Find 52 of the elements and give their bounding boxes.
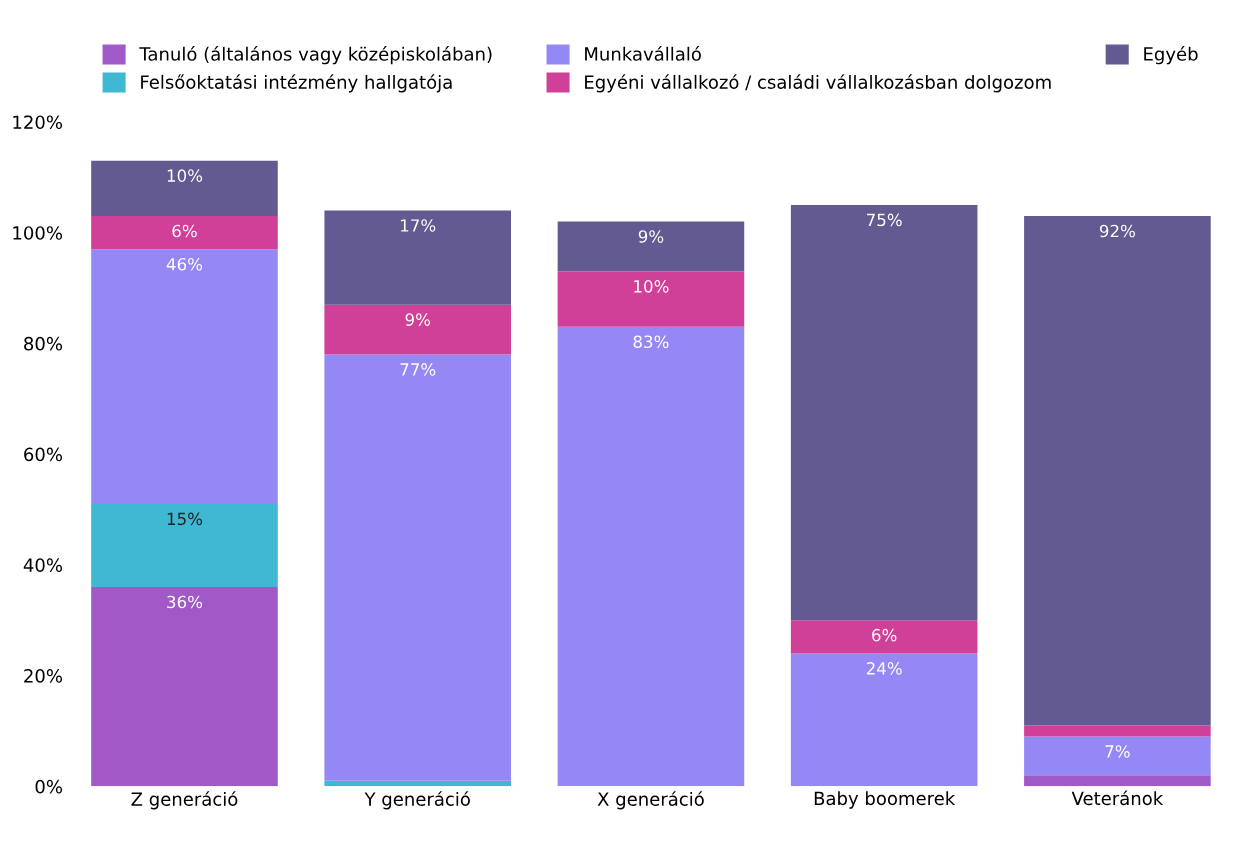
- legend-label: Egyéni vállalkozó / családi vállalkozásban dolgozom: [585, 74, 1051, 93]
- y-tick-label: 80%: [24, 336, 63, 351]
- y-tick-label: 0%: [35, 779, 63, 794]
- legend-label: Munkavállaló: [585, 46, 701, 61]
- data-label: 24%: [866, 662, 902, 675]
- data-label: 10%: [634, 280, 669, 293]
- data-label: 36%: [167, 595, 203, 609]
- data-label: 46%: [166, 257, 203, 271]
- data-label: 10%: [167, 169, 203, 182]
- bar: [1024, 775, 1211, 787]
- data-label: 7%: [1105, 745, 1130, 758]
- data-label: 6%: [172, 224, 197, 238]
- data-label: 92%: [1099, 224, 1135, 238]
- data-label: 9%: [405, 313, 431, 326]
- legend-label: Tanuló (általános vagy középiskolában): [139, 46, 492, 65]
- data-label: 6%: [872, 628, 897, 642]
- data-label: 17%: [401, 219, 436, 232]
- data-label: 83%: [633, 335, 669, 349]
- bar: [1024, 216, 1211, 726]
- bar: [557, 221, 745, 272]
- bar: [557, 326, 745, 787]
- bar: [91, 249, 278, 504]
- bar: [1024, 736, 1211, 776]
- x-tick-label: Baby boomerek: [814, 791, 956, 809]
- legend-label: Egyéb: [1144, 46, 1198, 65]
- bar: [91, 160, 278, 217]
- x-tick-label: Y generáció: [364, 791, 470, 810]
- data-label: 75%: [867, 213, 902, 227]
- y-tick-label: 120%: [13, 115, 63, 130]
- bar: [790, 653, 978, 787]
- bar: [324, 304, 511, 355]
- x-tick-label: Veteránok: [1071, 790, 1164, 806]
- data-label: 15%: [167, 512, 203, 526]
- x-tick-label: Z generáció: [131, 791, 238, 810]
- x-tick-label: X generáció: [597, 791, 704, 810]
- legend-label: Felsőoktatási intézmény hallgatója: [141, 74, 452, 93]
- bar: [91, 503, 278, 588]
- data-label: 77%: [400, 363, 436, 376]
- bar: [91, 216, 278, 250]
- bar: [1024, 725, 1211, 737]
- bar: [557, 271, 745, 327]
- bar: [324, 210, 511, 305]
- bar: [324, 354, 511, 781]
- y-tick-label: 60%: [24, 447, 63, 462]
- y-tick-label: 20%: [24, 669, 63, 683]
- y-tick-label: 100%: [13, 226, 63, 240]
- bar: [790, 204, 978, 621]
- data-label: 9%: [638, 230, 664, 243]
- bar: [324, 780, 511, 787]
- bar: [790, 620, 978, 654]
- bar: [91, 587, 278, 787]
- y-tick-label: 40%: [23, 558, 63, 572]
